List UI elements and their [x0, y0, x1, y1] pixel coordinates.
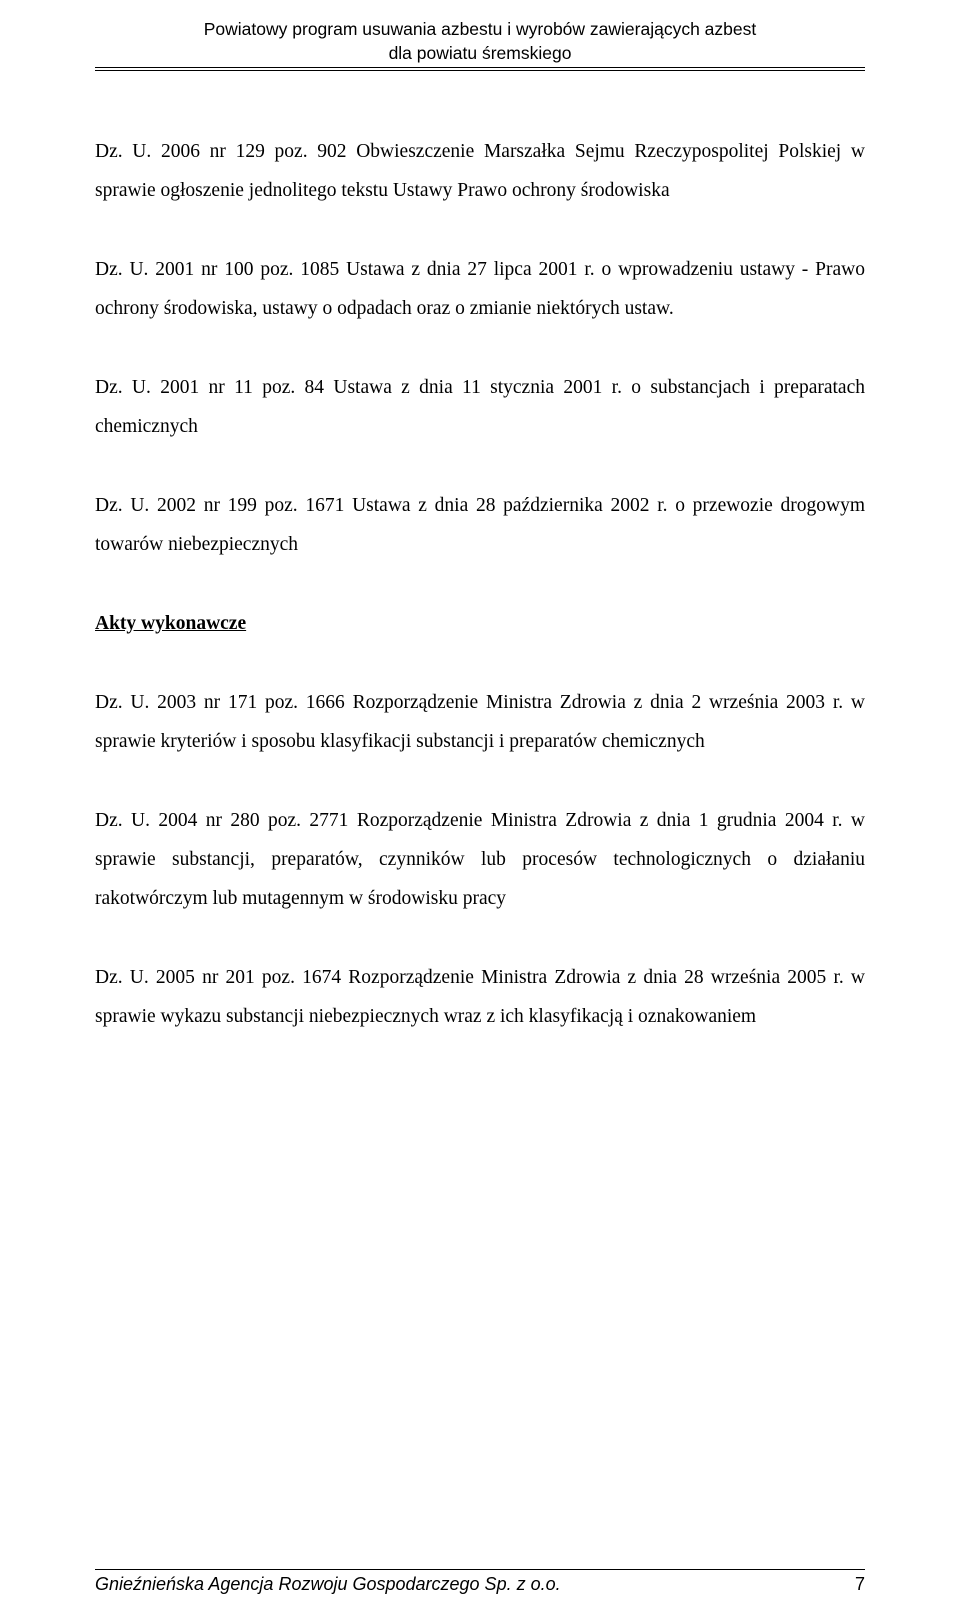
header-line-2: dla powiatu śremskiego [95, 42, 865, 66]
paragraph-3: Dz. U. 2001 nr 11 poz. 84 Ustawa z dnia … [95, 368, 865, 446]
page-number: 7 [855, 1574, 865, 1595]
paragraph-1: Dz. U. 2006 nr 129 poz. 902 Obwieszczeni… [95, 132, 865, 210]
document-page: Powiatowy program usuwania azbestu i wyr… [0, 0, 960, 1617]
page-footer: Gnieźnieńska Agencja Rozwoju Gospodarcze… [95, 1569, 865, 1595]
footer-row: Gnieźnieńska Agencja Rozwoju Gospodarcze… [95, 1574, 865, 1595]
paragraph-2: Dz. U. 2001 nr 100 poz. 1085 Ustawa z dn… [95, 250, 865, 328]
paragraph-4: Dz. U. 2002 nr 199 poz. 1671 Ustawa z dn… [95, 486, 865, 564]
header-line-1: Powiatowy program usuwania azbestu i wyr… [95, 18, 865, 42]
paragraph-5: Dz. U. 2003 nr 171 poz. 1666 Rozporządze… [95, 683, 865, 761]
paragraph-7: Dz. U. 2005 nr 201 poz. 1674 Rozporządze… [95, 958, 865, 1036]
section-title: Akty wykonawcze [95, 604, 865, 643]
footer-organization: Gnieźnieńska Agencja Rozwoju Gospodarcze… [95, 1574, 561, 1595]
paragraph-6: Dz. U. 2004 nr 280 poz. 2771 Rozporządze… [95, 801, 865, 918]
footer-divider [95, 1569, 865, 1570]
header-divider [95, 67, 865, 71]
section-title-text: Akty wykonawcze [95, 613, 246, 634]
page-header: Powiatowy program usuwania azbestu i wyr… [95, 18, 865, 86]
main-content: Dz. U. 2006 nr 129 poz. 902 Obwieszczeni… [95, 132, 865, 1036]
